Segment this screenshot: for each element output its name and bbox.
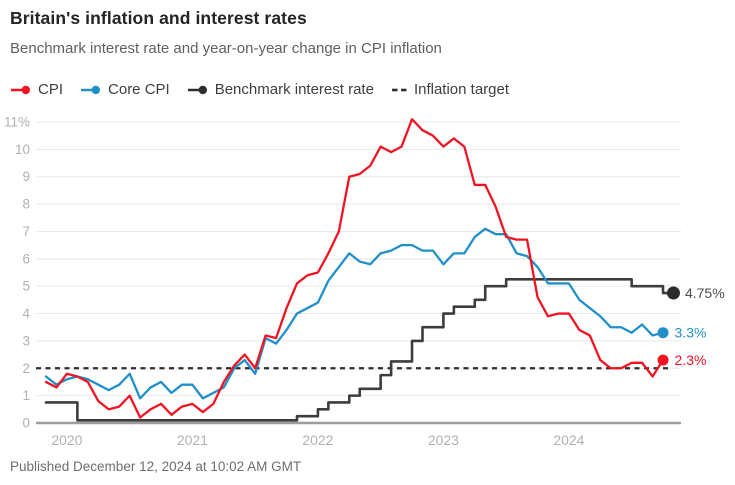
y-axis-tick-label: 6 — [22, 251, 30, 266]
x-axis-tick-label: 2024 — [553, 432, 584, 448]
legend-item-core-cpi: Core CPI — [80, 81, 170, 98]
y-axis-tick-label: 1 — [22, 388, 30, 403]
legend-label-cpi: CPI — [38, 81, 64, 98]
y-axis-tick-label: 7 — [22, 224, 30, 239]
legend-label-benchmark-rate: Benchmark interest rate — [214, 81, 374, 98]
core-cpi-line-dot-marker-icon — [81, 85, 101, 94]
core-cpi-line — [44, 227, 665, 400]
y-axis-tick-label: 4 — [22, 306, 30, 321]
inflation-target-dash-marker-icon — [391, 88, 407, 91]
cpi-end-label: 2.3% — [675, 352, 707, 368]
legend-item-benchmark-rate: Benchmark interest rate — [187, 81, 374, 98]
legend-label-inflation-target: Inflation target — [413, 81, 510, 98]
x-axis-tick-label: 2022 — [302, 432, 333, 448]
core-cpi-end-label: 3.3% — [675, 325, 707, 341]
chart-subtitle: Benchmark interest rate and year-on-year… — [10, 40, 442, 57]
benchmark-interest-rate-end-label: 4.75% — [685, 285, 725, 301]
cpi-line-dot-marker-icon — [11, 85, 30, 94]
legend-label-core-cpi: Core CPI — [108, 81, 170, 98]
benchmark-interest-rate-end-dot — [666, 286, 680, 300]
legend-item-inflation-target: Inflation target — [391, 81, 509, 98]
y-axis-tick-label: 0 — [22, 416, 30, 431]
core-cpi-end-dot — [657, 327, 669, 339]
legend-item-cpi: CPI — [10, 81, 63, 98]
y-axis-tick-label: 5 — [22, 279, 30, 294]
x-axis-tick-label: 2023 — [428, 432, 459, 448]
x-axis-tick-label: 2021 — [177, 432, 208, 448]
y-axis-tick-label: 3 — [22, 333, 30, 348]
y-axis-tick-label: 11% — [4, 114, 30, 129]
published-timestamp: Published December 12, 2024 at 10:02 AM … — [10, 459, 302, 474]
legend: CPI Core CPI Benchmark interest rate Inf… — [10, 81, 509, 98]
benchmark-interest-rate-line — [44, 278, 675, 422]
y-axis-tick-label: 2 — [22, 361, 30, 376]
x-axis-tick-label: 2020 — [51, 432, 82, 448]
y-axis-tick-label: 9 — [22, 169, 30, 184]
chart-title: Britain's inflation and interest rates — [10, 8, 307, 28]
cpi-line — [44, 118, 665, 419]
y-axis-tick-label: 10 — [15, 142, 30, 157]
benchmark-rate-line-dot-marker-icon — [187, 85, 207, 94]
y-axis-tick-label: 8 — [22, 197, 30, 212]
cpi-end-dot — [657, 354, 669, 366]
